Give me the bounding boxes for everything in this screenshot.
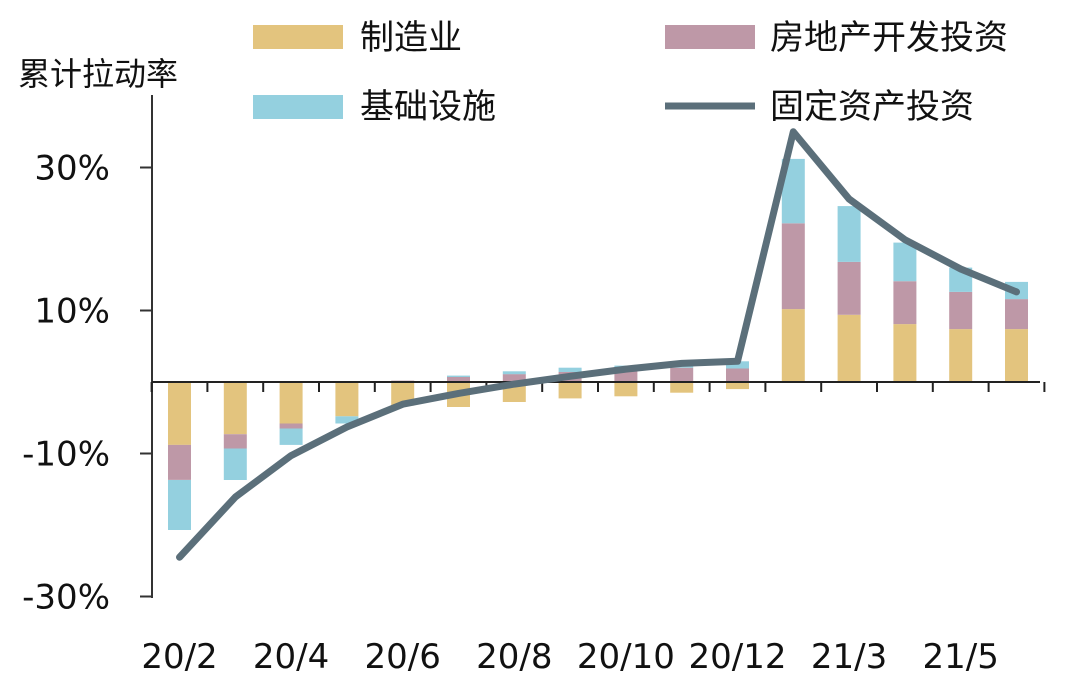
bar-real-estate-21-2 <box>781 223 805 310</box>
bar-real-estate-20-8 <box>502 374 526 382</box>
x-tick-label: 20/6 <box>365 637 441 677</box>
bar-real-estate-20-7 <box>447 377 470 382</box>
legend-label-fixed-asset: 固定资产投资 <box>770 87 974 127</box>
bar-infrastructure-20-7 <box>447 375 470 377</box>
legend-swatch-real-estate <box>665 25 755 49</box>
legend-label-manufacturing: 制造业 <box>360 18 462 58</box>
bar-infrastructure-20-4 <box>279 428 303 445</box>
bar-real-estate-21-3 <box>837 261 861 315</box>
x-tick-label: 20/4 <box>253 637 329 677</box>
labels-layer: 30% 10% -10% -30% 20/2 20/4 20/6 20/8 20/10 20/12… <box>22 149 999 678</box>
legend: 制造业 房地产开发投资 基础设施 固定资产投资 <box>253 18 1008 127</box>
bar-manufacturing-21-4 <box>893 324 917 382</box>
bar-manufacturing-20-10 <box>614 382 638 397</box>
legend-label-infrastructure: 基础设施 <box>360 87 496 127</box>
x-tick-label: 20/10 <box>577 637 675 677</box>
legend-swatch-manufacturing <box>253 25 343 49</box>
bar-manufacturing-20-12 <box>726 382 749 390</box>
bar-manufacturing-21-2 <box>781 309 805 382</box>
bar-infrastructure-21-4 <box>893 242 917 282</box>
bar-manufacturing-20-4 <box>279 382 303 424</box>
bar-infrastructure-21-2 <box>781 158 805 224</box>
bar-real-estate-20-3 <box>223 434 247 449</box>
x-tick-label: 21/3 <box>811 637 887 677</box>
bar-infrastructure-20-5 <box>335 416 359 424</box>
bar-manufacturing-21-6 <box>1005 329 1028 382</box>
bar-infrastructure-20-3 <box>223 448 247 480</box>
bar-manufacturing-20-3 <box>223 382 247 435</box>
bar-real-estate-20-4 <box>279 423 303 429</box>
bar-manufacturing-20-11 <box>670 382 694 393</box>
line-fixed-asset-investment <box>176 128 1020 561</box>
bar-manufacturing-20-9 <box>558 382 582 399</box>
bar-real-estate-21-6 <box>1005 299 1028 330</box>
bar-manufacturing-21-3 <box>837 314 861 382</box>
axes-layer <box>140 95 1046 598</box>
y-axis-label: 累计拉动率 <box>18 55 178 93</box>
legend-label-real-estate: 房地产开发投资 <box>770 18 1008 58</box>
bar-real-estate-21-5 <box>949 291 973 330</box>
bar-real-estate-21-4 <box>893 281 917 325</box>
bar-manufacturing-21-5 <box>949 329 973 382</box>
y-tick-label: 10% <box>34 292 110 332</box>
y-tick-label: -10% <box>22 435 110 475</box>
bar-real-estate-20-12 <box>726 368 749 382</box>
bar-infrastructure-20-8 <box>502 371 526 375</box>
bar-infrastructure-20-12 <box>726 361 749 369</box>
x-tick-label: 20/8 <box>476 637 552 677</box>
y-tick-label: 30% <box>34 149 110 189</box>
x-tick-label: 20/12 <box>689 637 787 677</box>
x-tick-label: 20/2 <box>141 637 217 677</box>
bar-manufacturing-20-2 <box>168 382 191 445</box>
bar-manufacturing-20-5 <box>335 382 359 417</box>
line-layer <box>176 128 1020 561</box>
x-tick-label: 21/5 <box>923 637 999 677</box>
bar-infrastructure-20-2 <box>168 480 191 530</box>
bar-infrastructure-20-9 <box>558 367 582 372</box>
legend-swatch-infrastructure <box>253 95 343 119</box>
y-tick-label: -30% <box>22 578 110 618</box>
bars-layer <box>168 158 1028 530</box>
bar-real-estate-20-11 <box>670 367 694 382</box>
bar-real-estate-20-2 <box>168 444 191 480</box>
bar-infrastructure-21-3 <box>837 206 861 262</box>
